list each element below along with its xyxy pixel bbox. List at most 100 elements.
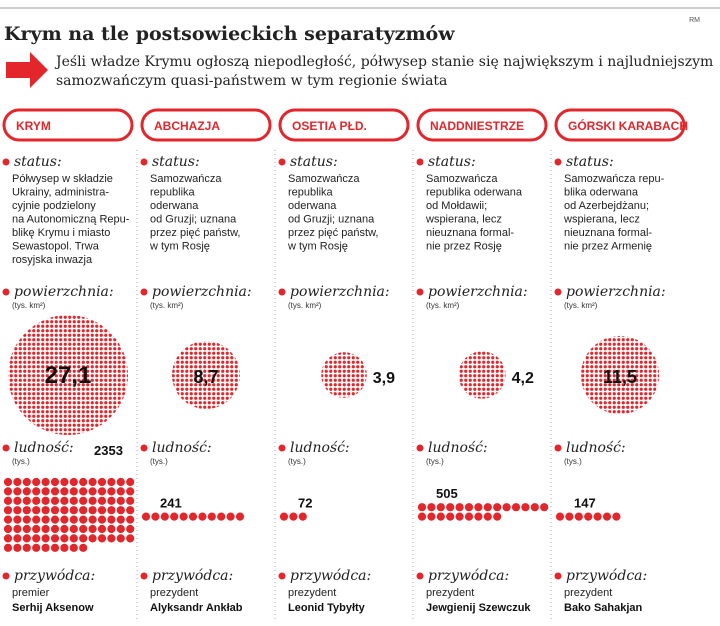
population-dot (22, 506, 31, 515)
population-dot (69, 496, 78, 505)
status-text: od Mołdawii; (426, 200, 487, 212)
population-dot (555, 512, 565, 521)
population-dot (13, 477, 22, 487)
section-label: powierzchnia: (152, 284, 252, 300)
population-dot (3, 477, 13, 487)
leader-name: Alyksandr Ankłab (150, 602, 243, 614)
population-dot (160, 512, 169, 521)
population-dot (493, 503, 502, 512)
unit: (tys.) (288, 457, 306, 466)
status-text: oderwana (150, 200, 199, 212)
population-dot (502, 503, 511, 512)
population-dot (417, 512, 427, 521)
population-dot (116, 524, 125, 534)
population-dot (289, 512, 298, 521)
status-text: nieuznana formal- (564, 227, 652, 239)
population-dot (107, 477, 116, 487)
status-text: Samozwańcza repu- (564, 173, 665, 185)
unit: (tys. km²) (12, 301, 46, 310)
title: Krym na tle postsowieckich separatyzmów (4, 23, 455, 45)
population-dot (3, 506, 13, 515)
population-dot (436, 512, 445, 521)
population-dot (107, 487, 116, 496)
population-dot (13, 543, 22, 552)
status-text: Półwysep w składzie (12, 173, 113, 185)
population-dot (217, 512, 226, 521)
leader-name: Serhij Aksenow (12, 602, 94, 614)
population-dot (32, 496, 41, 505)
section-label: powierzchnia: (566, 284, 666, 300)
status-text: republika (150, 187, 196, 199)
population-dot (116, 487, 125, 496)
population-dot (126, 515, 135, 524)
column-name: GÓRSKI KARABACH (568, 118, 688, 133)
bullet (140, 288, 148, 296)
bullet (554, 572, 562, 580)
section-label: powierzchnia: (428, 284, 528, 300)
population-value: 72 (298, 496, 312, 511)
population-dot (79, 477, 88, 487)
status-text: od Gruzji; uznana (288, 214, 375, 226)
population-dot (69, 524, 78, 534)
unit: (tys.) (12, 457, 30, 466)
population-dot (79, 543, 88, 552)
population-dot (97, 496, 107, 505)
population-dots (279, 512, 307, 521)
population-dot (88, 487, 97, 496)
bullet (278, 158, 286, 166)
status-text: oderwana (288, 200, 337, 212)
population-dot (79, 515, 88, 524)
population-dot (235, 512, 245, 521)
area-circle (172, 341, 240, 409)
status-text: na Autonomiczną Repu- (12, 214, 130, 226)
status-text: Sewastopol. Trwa (12, 241, 100, 253)
population-dot (69, 477, 78, 487)
population-dot (474, 512, 483, 521)
population-dot (226, 512, 235, 521)
population-dot (141, 512, 151, 521)
area-value: 11,5 (603, 367, 637, 387)
column-name: ABCHAZJA (154, 119, 220, 133)
status-text: blika oderwana (564, 187, 639, 199)
population-dot (22, 496, 31, 505)
area-circle (8, 315, 128, 435)
status-text: cyjnie podzielony (12, 200, 96, 212)
column-header (416, 108, 548, 142)
population-dot (436, 503, 445, 512)
population-dots (141, 512, 245, 521)
population-dot (13, 524, 22, 534)
bullet (416, 572, 424, 580)
population-dot (483, 512, 492, 521)
population-dot (455, 512, 464, 521)
section-label: ludność: (566, 440, 626, 456)
population-dot (79, 496, 88, 505)
unit: (tys.) (564, 457, 582, 466)
population-dot (22, 543, 31, 552)
status-text: od Azerbejdżanu; (564, 200, 649, 212)
population-dot (446, 503, 455, 512)
population-dot (88, 524, 97, 534)
status-text: w tym Rosję (287, 241, 348, 253)
status-text: Samozwańcza (288, 173, 360, 185)
population-dot (88, 534, 97, 543)
leader-title: premier (12, 587, 50, 599)
population-dot (179, 512, 188, 521)
area-value: 27,1 (45, 362, 92, 389)
population-dot (32, 477, 41, 487)
population-dot (69, 506, 78, 515)
population-dot (116, 496, 125, 505)
population-dot (464, 503, 474, 512)
population-dot (60, 496, 69, 505)
population-dot (530, 503, 539, 512)
status-text: blikę Krymu i miasto (12, 227, 110, 239)
status-text: Ukrainy, administra- (12, 187, 109, 199)
section-label: status: (152, 154, 200, 170)
section-label: powierzchnia: (14, 284, 114, 300)
population-dot (126, 487, 135, 496)
population-dot (13, 506, 22, 515)
column-header (278, 108, 410, 142)
population-dot (88, 506, 97, 515)
population-dot (126, 496, 135, 505)
population-dot (417, 503, 427, 512)
unit: (tys. km²) (288, 301, 322, 310)
